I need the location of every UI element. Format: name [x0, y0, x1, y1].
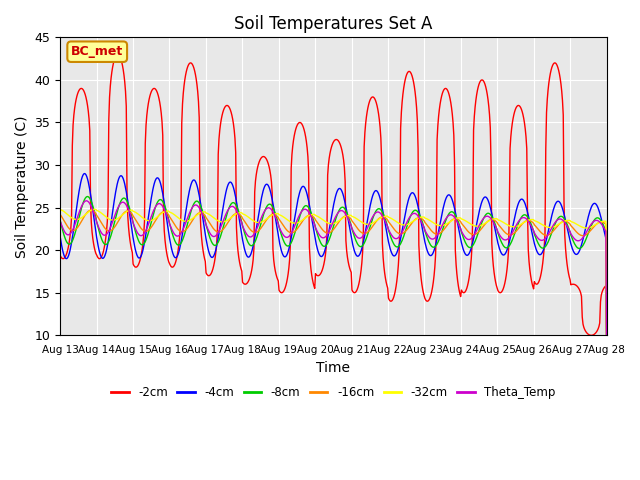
Title: Soil Temperatures Set A: Soil Temperatures Set A	[234, 15, 433, 33]
Legend: -2cm, -4cm, -8cm, -16cm, -32cm, Theta_Temp: -2cm, -4cm, -8cm, -16cm, -32cm, Theta_Te…	[106, 382, 561, 404]
Text: BC_met: BC_met	[71, 45, 124, 58]
Y-axis label: Soil Temperature (C): Soil Temperature (C)	[15, 115, 29, 258]
X-axis label: Time: Time	[316, 360, 350, 374]
